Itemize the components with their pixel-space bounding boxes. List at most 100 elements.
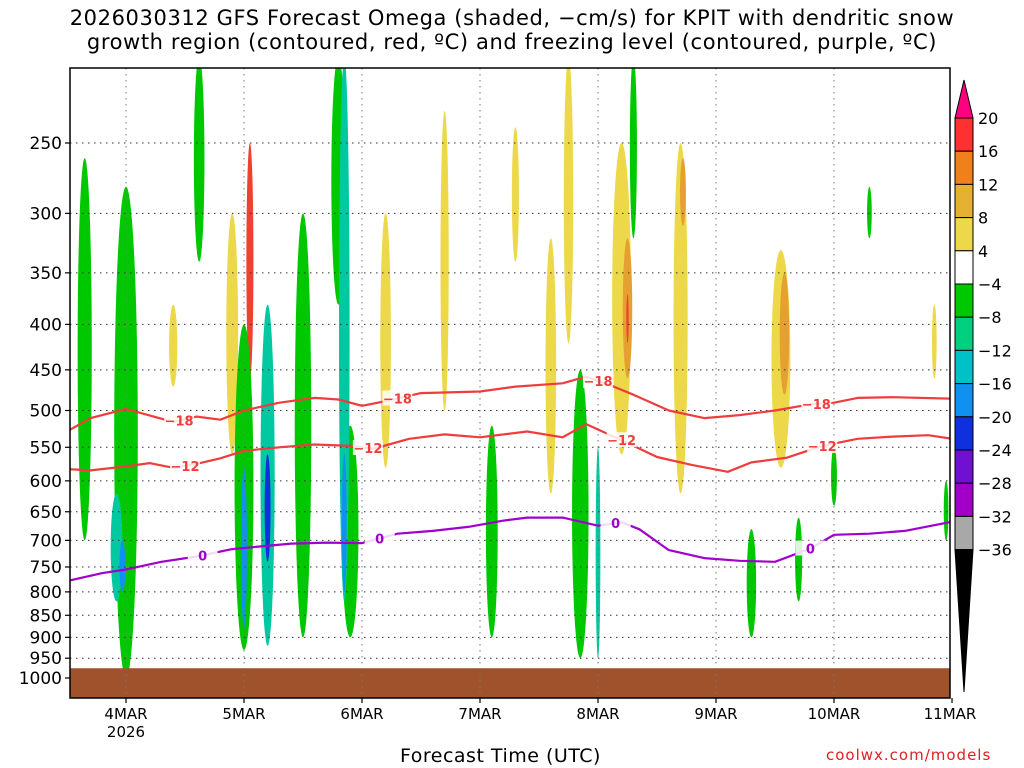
omega-cell-yellow <box>612 143 632 455</box>
contour-label: 0 <box>611 517 620 532</box>
ground-surface <box>70 668 950 698</box>
colorbar: 20 16 12 8 4 −4 −8 −12 −16 −20 −24 −28 −32 −36 <box>954 79 1012 693</box>
colorbar-label: −12 <box>978 341 1012 360</box>
contour-label-bg <box>606 432 637 448</box>
omega-cell-green <box>572 369 589 659</box>
omega-cell-yellow <box>563 68 574 344</box>
contour-label-bg <box>164 412 195 428</box>
y-tick-label: 700 <box>30 531 62 551</box>
y-tick-label: 800 <box>30 583 62 603</box>
omega-cell-green <box>629 68 637 239</box>
colorbar-label: 8 <box>978 209 988 228</box>
colorbar-label: −8 <box>978 308 1002 327</box>
contour-label-bg <box>170 457 200 473</box>
omega-cell-yellow <box>440 110 449 411</box>
colorbar-label: −4 <box>978 275 1002 294</box>
y-tick-label: 250 <box>30 134 62 154</box>
colorbar-swatch <box>954 383 974 418</box>
colorbar-swatch <box>954 449 974 484</box>
colorbar-label: −16 <box>978 375 1012 394</box>
contour-label: −12 <box>808 440 837 455</box>
contour-label-bg <box>795 540 826 556</box>
contour-label: −18 <box>584 375 613 390</box>
contour-label: 0 <box>375 532 384 547</box>
contour-dgz-top <box>70 375 950 432</box>
y-tick-label: 850 <box>30 606 62 626</box>
colorbar-top-arrow <box>954 79 974 119</box>
omega-cell-green <box>294 213 312 638</box>
omega-cell-blue <box>341 454 347 592</box>
omega-cell-green <box>485 425 498 638</box>
site-credit[interactable]: coolwx.com/models <box>826 746 992 764</box>
contour-label-bg <box>352 439 383 455</box>
y-tick-label: 600 <box>30 472 62 492</box>
omega-cell-yellow <box>673 143 688 494</box>
x-tick-label: 4MAR <box>104 705 147 723</box>
y-tick-label: 1000 <box>19 669 62 689</box>
plot-frame <box>69 67 951 699</box>
colorbar-bottom-arrow <box>954 549 974 693</box>
omega-cell-yellow <box>511 127 519 262</box>
x-tick-label: 11MAR <box>924 705 977 723</box>
colorbar-label: 20 <box>978 109 998 128</box>
omega-cell-green <box>77 158 92 541</box>
omega-cell-yellow <box>545 238 557 494</box>
x-tick-label: 8MAR <box>576 705 619 723</box>
omega-cell-blue <box>119 540 126 592</box>
contour-label-bg <box>801 395 832 411</box>
y-tick-label: 950 <box>30 649 62 669</box>
colorbar-swatch <box>954 515 974 551</box>
y-tick-label: 500 <box>30 402 62 422</box>
y-tick-label: 550 <box>30 438 62 458</box>
colorbar-label: 12 <box>978 175 998 194</box>
omega-cell-green <box>193 68 205 262</box>
colorbar-label: −20 <box>978 408 1012 427</box>
colorbar-swatch <box>954 416 974 451</box>
colorbar-label: −28 <box>978 474 1012 493</box>
omega-cell-orange <box>779 272 790 395</box>
y-tick-label: 750 <box>30 558 62 578</box>
colorbar-label: −32 <box>978 507 1012 526</box>
x-tick-sublabel: 2026 <box>107 723 145 741</box>
contour-label-bg <box>583 372 613 388</box>
omega-cell-yellow <box>931 304 937 379</box>
title-line-1: 2026030312 GFS Forecast Omega (shaded, −… <box>69 6 955 30</box>
chart-title: 2026030312 GFS Forecast Omega (shaded, −… <box>0 6 1024 54</box>
omega-cell-yellow <box>226 213 239 455</box>
contour-label: −18 <box>383 392 412 407</box>
y-tick-label: 400 <box>30 315 62 335</box>
colorbar-swatch <box>954 316 974 351</box>
omega-cell-yellow <box>169 304 178 387</box>
contour-label-bg <box>807 437 838 453</box>
contour-label: 0 <box>806 543 815 558</box>
y-tick-label: 450 <box>30 361 62 381</box>
y-tick-label: 350 <box>30 264 62 284</box>
omega-cell-green <box>746 529 757 638</box>
contour-label: −18 <box>165 415 194 430</box>
ground-layer <box>70 668 950 698</box>
omega-cell-green <box>795 517 803 602</box>
y-tick-label: 300 <box>30 204 62 224</box>
colorbar-label: −36 <box>978 541 1012 560</box>
contour-label: 0 <box>198 549 207 564</box>
x-tick-label: 9MAR <box>694 705 737 723</box>
omega-cell-orange <box>680 158 686 227</box>
colorbar-swatch <box>954 349 974 385</box>
colorbar-swatch <box>954 150 974 185</box>
contour-label-bg <box>600 515 631 531</box>
contour-label: −12 <box>353 442 382 457</box>
colorbar-label: 16 <box>978 142 998 161</box>
omega-cell-red <box>626 294 629 344</box>
colorbar-swatch <box>954 183 974 219</box>
omega-cell-green <box>867 186 872 239</box>
contour-label: −12 <box>171 460 200 475</box>
omega-shading <box>77 68 949 678</box>
x-tick-label: 10MAR <box>808 705 861 723</box>
contour-label: −18 <box>802 398 831 413</box>
omega-cell-yellow <box>380 213 391 468</box>
contour-label-bg <box>382 390 413 406</box>
contour-label-bg <box>187 547 218 563</box>
colorbar-swatch <box>954 250 974 285</box>
